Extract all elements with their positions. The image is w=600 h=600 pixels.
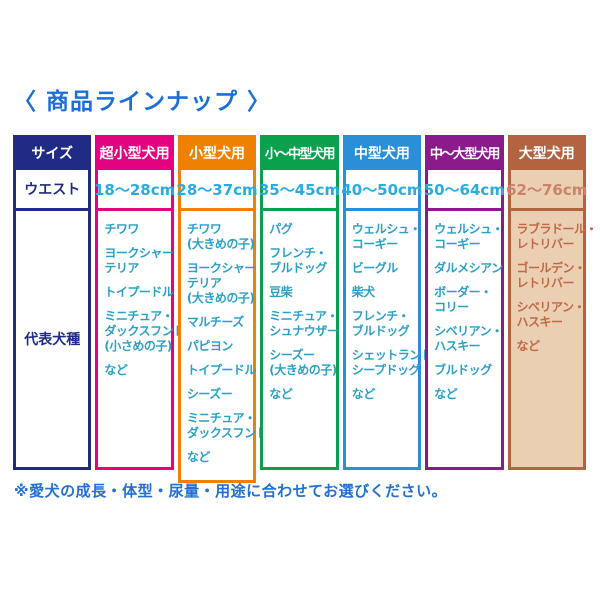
breed-item: ウェルシュ・ コーギー	[351, 222, 422, 251]
breed-item: シベリアン・ ハスキー	[434, 324, 503, 353]
waist-value: 62〜76cm	[506, 170, 587, 208]
breed-item: チワワ (大きめの子)	[186, 222, 255, 251]
breed-list: ラブラドール・ レトリバー ゴールデン・ レトリバー シベリアン・ ハスキーなど	[507, 208, 598, 470]
footnote: ※愛犬の成長・体型・尿量・用途に合わせてお選びください。	[14, 482, 448, 500]
breed-item: など	[351, 387, 376, 401]
breeds-label-cell: 代表犬種	[13, 208, 92, 470]
breed-item: シベリアン・ ハスキー	[516, 300, 586, 329]
breed-item: フレンチ・ ブルドッグ	[269, 246, 327, 275]
breed-item: ウェルシュ・ コーギー	[434, 222, 504, 251]
breed-item: パピヨン	[186, 339, 234, 353]
breed-item: 豆柴	[269, 285, 293, 299]
breed-item: ヨークシャー・ テリア (大きめの子)	[186, 261, 268, 305]
breed-item: など	[104, 363, 128, 377]
column-header: 小型犬用	[177, 135, 257, 170]
product-column: 中型犬用 40〜50cm ウェルシュ・ コーギービーグル柴犬フレンチ・ ブルドッ…	[341, 135, 445, 470]
breed-item: シーズー (大きめの子)	[269, 348, 337, 377]
breed-item: ブルドッグ	[434, 363, 492, 377]
column-header: 大型犬用	[507, 135, 586, 170]
size-lineup-table: サイズ ウエスト 代表犬種 超小型犬用 18〜28cm チワワヨークシャー・ テ…	[13, 135, 598, 483]
product-column: 中〜大型犬用 50〜64cm ウェルシュ・ コーギーダルメシアンボーダー・ コリ…	[424, 135, 505, 470]
product-column: 小〜中型犬用 35〜45cm パグフレンチ・ ブルドッグ豆柴ミニチュア・ シュナ…	[259, 135, 340, 470]
breed-item: ダルメシアン	[434, 261, 503, 275]
breed-item: など	[516, 339, 541, 353]
product-column: 小型犬用 28〜37cm チワワ (大きめの子) ヨークシャー・ テリア (大きめ…	[176, 135, 268, 483]
breed-item: チワワ	[104, 222, 139, 236]
breed-item: ミニチュア・ シュナウザー	[269, 309, 339, 338]
waist-value: 18〜28cm	[94, 170, 175, 208]
breed-item: ボーダー・ コリー	[434, 285, 492, 314]
waist-value: 28〜37cm	[176, 170, 258, 208]
breed-item: 柴犬	[351, 285, 376, 299]
breed-list: パグフレンチ・ ブルドッグ豆柴ミニチュア・ シュナウザー シーズー (大きめの子)…	[260, 208, 339, 470]
waist-value: 50〜64cm	[424, 170, 505, 208]
breed-list: チワワヨークシャー・ テリアトイプードルミニチュア・ ダックスフンド (小さめの…	[95, 208, 185, 470]
waist-value: 35〜45cm	[259, 170, 340, 208]
breed-item: ゴールデン・ レトリバー	[516, 261, 587, 290]
product-column: 超小型犬用 18〜28cm チワワヨークシャー・ テリアトイプードルミニチュア・…	[94, 135, 185, 470]
breed-list: ウェルシュ・ コーギーダルメシアンボーダー・ コリー シベリアン・ ハスキーブルド…	[425, 208, 504, 470]
breed-item: シーズー	[186, 387, 233, 401]
breed-item: など	[434, 387, 458, 401]
breed-item: ヨークシャー・ テリア	[104, 246, 185, 275]
size-header-cell: サイズ	[13, 135, 92, 170]
page-title: 〈 商品ラインナップ 〉	[13, 89, 272, 115]
breed-item: ビーグル	[351, 261, 399, 275]
breed-list: チワワ (大きめの子) ヨークシャー・ テリア (大きめの子) マルチーズパピヨント…	[177, 208, 268, 483]
column-header: 中型犬用	[342, 135, 422, 170]
label-column: サイズ ウエスト 代表犬種	[13, 135, 92, 470]
breed-item: パグ	[269, 222, 293, 236]
waist-value: 40〜50cm	[341, 170, 423, 208]
product-column: 大型犬用 62〜76cm ラブラドール・ レトリバー ゴールデン・ レトリバー シベ…	[506, 135, 598, 470]
breed-item: ミニチュア・ ダックスフンド (小さめの子)	[104, 309, 185, 353]
column-header: 中〜大型犬用	[425, 135, 504, 170]
column-header: 超小型犬用	[95, 135, 174, 170]
breed-item: フレンチ・ ブルドッグ	[351, 309, 410, 338]
breed-item: シェットランド・ シープドッグ	[351, 348, 445, 377]
breed-item: など	[186, 450, 211, 464]
breed-item: トイプードル	[104, 285, 174, 299]
column-header: 小〜中型犬用	[260, 135, 339, 170]
waist-label-cell: ウエスト	[13, 170, 92, 208]
breed-item: など	[269, 387, 293, 401]
breed-list: ウェルシュ・ コーギービーグル柴犬フレンチ・ ブルドッグシェットランド・ シープ…	[342, 208, 445, 470]
breed-item: ミニチュア・ ダックスフンド	[186, 411, 268, 440]
breed-item: トイプードル	[186, 363, 257, 377]
breed-item: ラブラドール・ レトリバー	[516, 222, 598, 251]
breed-item: マルチーズ	[186, 315, 244, 329]
